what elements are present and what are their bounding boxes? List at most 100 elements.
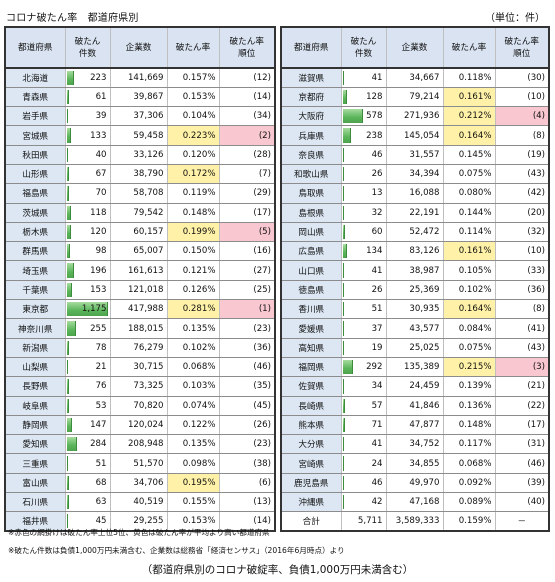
bankruptcy-count: 51	[340, 299, 387, 320]
bankruptcy-count: 128	[340, 86, 387, 108]
count-bar	[66, 282, 72, 298]
bankruptcy-count: 21	[64, 356, 111, 378]
bankruptcy-rate: 0.117%	[442, 434, 496, 455]
table-row: 熊本県 71 47,877 0.148% (17)	[280, 414, 550, 436]
bankruptcy-rate: 0.164%	[442, 299, 496, 320]
bankruptcy-rate: 0.145%	[442, 144, 496, 165]
count-bar	[342, 282, 344, 298]
company-count: 38,790	[109, 163, 168, 185]
rate-rank: (29)	[218, 183, 276, 204]
count-bar	[66, 263, 74, 278]
company-count: 38,987	[385, 260, 444, 281]
rate-rank: (1)	[218, 299, 276, 320]
company-count: 22,191	[385, 202, 444, 223]
header-pref: 都道府県	[4, 26, 66, 69]
company-count: 24,459	[385, 376, 444, 397]
count-bar	[342, 71, 344, 85]
table-row: 青森県 61 39,867 0.153% (14)	[4, 86, 276, 108]
company-count: 47,168	[385, 492, 444, 513]
prefecture-name: 島根県	[280, 202, 342, 223]
rate-rank: (10)	[494, 86, 550, 108]
header-rank: 破たん率 順位	[494, 26, 550, 69]
count-bar	[342, 166, 344, 182]
table-row: 愛媛県 37 43,577 0.084% (41)	[280, 318, 550, 339]
prefecture-name: 山形県	[4, 163, 66, 185]
count-bar	[342, 456, 344, 471]
prefecture-name: 北海道	[4, 67, 66, 88]
table-row: 岩手県 39 37,306 0.104% (34)	[4, 106, 276, 127]
prefecture-name: 大阪府	[280, 106, 342, 127]
bankruptcy-rate: 0.121%	[166, 260, 220, 281]
count-bar	[66, 456, 69, 471]
rate-rank: (46)	[494, 453, 550, 474]
bankruptcy-rate: 0.119%	[166, 183, 220, 204]
count-bar	[342, 475, 345, 491]
count-bar	[66, 495, 69, 510]
company-count: 161,613	[109, 260, 168, 281]
count-bar	[342, 437, 344, 452]
bankruptcy-count: 42	[340, 492, 387, 513]
count-bar	[66, 379, 69, 394]
footnote-highlight: ※赤色の網掛けは破たん率上位5位、黄色は破たん率が平均より高い都道府県	[8, 528, 270, 537]
header-count: 破たん 件数	[64, 26, 111, 69]
bankruptcy-count: 67	[64, 163, 111, 185]
bankruptcy-count: 68	[64, 472, 111, 494]
prefecture-name: 鳥取県	[280, 183, 342, 204]
table-row: 山梨県 21 30,715 0.068% (46)	[4, 356, 276, 378]
table-row: 千葉県 153 121,018 0.126% (25)	[4, 279, 276, 301]
count-bar	[342, 302, 345, 317]
total-rank: －	[494, 511, 550, 532]
company-count: 33,126	[109, 144, 168, 165]
prefecture-name: 京都府	[280, 86, 342, 108]
table-row: 香川県 51 30,935 0.164% (8)	[280, 299, 550, 320]
company-count: 79,214	[385, 86, 444, 108]
rate-rank: (30)	[494, 67, 550, 88]
bankruptcy-rate: 0.157%	[166, 67, 220, 88]
table-row: 鹿児島県 46 49,970 0.092% (39)	[280, 472, 550, 494]
table-row: 福井県 45 29,255 0.153% (14)	[4, 511, 276, 532]
count-bar	[66, 359, 68, 375]
caption: （都道府県別のコロナ破綻率、負債1,000万円未満含む）	[141, 564, 414, 576]
rate-rank: (38)	[218, 453, 276, 474]
company-count: 34,667	[385, 67, 444, 88]
table-row: 山口県 41 38,987 0.105% (33)	[280, 260, 550, 281]
prefecture-name: 岐阜県	[4, 395, 66, 416]
rate-rank: (12)	[218, 67, 276, 88]
bankruptcy-rate: 0.144%	[442, 202, 496, 223]
right-table: 都道府県 破たん 件数 企業数 破たん率 破たん率 順位 滋賀県 41 34,667 0.…	[280, 26, 550, 533]
rate-rank: (43)	[494, 163, 550, 185]
table-row: 和歌山県 26 34,394 0.075% (43)	[280, 163, 550, 185]
company-count: 34,855	[385, 453, 444, 474]
company-count: 40,519	[109, 492, 168, 513]
company-count: 59,458	[109, 125, 168, 146]
count-bar	[342, 379, 344, 394]
count-bar	[66, 109, 68, 124]
table-row: 秋田県 40 33,126 0.120% (28)	[4, 144, 276, 165]
bankruptcy-count: 24	[340, 453, 387, 474]
count-bar	[66, 147, 68, 162]
rate-rank: (41)	[494, 318, 550, 339]
rate-rank: (17)	[218, 202, 276, 223]
bankruptcy-rate: 0.150%	[166, 241, 220, 262]
company-count: 141,669	[109, 67, 168, 88]
count-bar	[342, 495, 345, 510]
company-count: 65,007	[109, 241, 168, 262]
bankruptcy-count: 41	[340, 67, 387, 88]
total-companies: 3,589,333	[385, 511, 444, 532]
prefecture-name: 長崎県	[280, 395, 342, 416]
company-count: 29,255	[109, 511, 168, 532]
total-rate: 0.159%	[442, 511, 496, 532]
prefecture-name: 宮崎県	[280, 453, 342, 474]
company-count: 271,936	[385, 106, 444, 127]
total-count: 5,711	[340, 511, 387, 532]
count-bar	[66, 166, 69, 182]
company-count: 25,025	[385, 337, 444, 358]
company-count: 16,088	[385, 183, 444, 204]
header-count: 破たん 件数	[340, 26, 387, 69]
table-row: 岡山県 60 52,472 0.114% (32)	[280, 221, 550, 243]
rate-rank: (36)	[218, 337, 276, 358]
rate-rank: (28)	[218, 144, 276, 165]
prefecture-name: 宮城県	[4, 125, 66, 146]
rate-rank: (4)	[494, 106, 550, 127]
bankruptcy-count: 578	[340, 106, 387, 127]
